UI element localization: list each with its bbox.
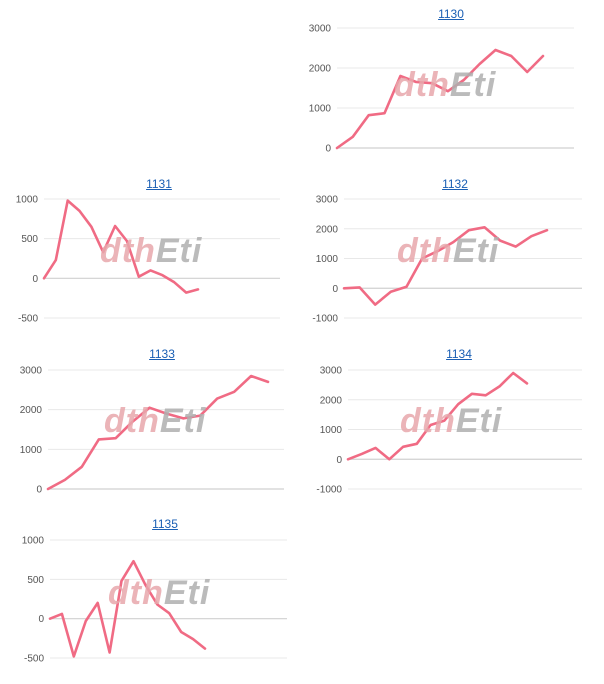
y-tick-label: 0 (38, 614, 44, 625)
series-line (342, 226, 549, 306)
chart-title-1134[interactable]: 1134 (446, 347, 472, 361)
y-tick-label: 3000 (20, 366, 43, 377)
y-tick-label: 0 (32, 274, 38, 285)
y-tick-label: 1000 (316, 254, 339, 265)
chart-panel-1134: 1134 -1000 0 1000 2000 3000 dthEti (302, 340, 604, 510)
series-line (42, 199, 200, 294)
series-line (46, 374, 270, 491)
chart-panel-1133: 1133 0 1000 2000 3000 dthEti (0, 340, 302, 510)
y-tick-label: 0 (325, 144, 331, 155)
y-tick-label: -1000 (316, 485, 342, 496)
chart-title-1135[interactable]: 1135 (152, 517, 178, 531)
y-tick-label: 3000 (320, 366, 343, 377)
y-tick-label: 0 (36, 485, 42, 496)
chart-title-1133[interactable]: 1133 (149, 347, 175, 361)
chart-svg-1131: -500 0 500 1000 (16, 195, 280, 325)
y-tick-label: -500 (24, 654, 44, 665)
chart-svg-1135: -500 0 500 1000 (22, 536, 287, 665)
y-tick-label: 1000 (22, 536, 45, 547)
chart-svg-1130: 0 1000 2000 3000 (309, 24, 574, 155)
y-tick-label: 2000 (309, 64, 332, 75)
y-tick-label: 2000 (320, 395, 343, 406)
y-tick-label: 500 (27, 575, 44, 586)
chart-svg-1133: 0 1000 2000 3000 (20, 366, 284, 496)
y-tick-label: 1000 (320, 425, 343, 436)
y-tick-label: 2000 (316, 224, 339, 235)
chart-panel-1130: 1130 0 1000 2000 3000 dthEti (302, 0, 604, 165)
y-tick-label: 0 (332, 284, 338, 295)
chart-panel-1135: 1135 -500 0 500 1000 dthEti (0, 510, 302, 684)
chart-svg-1134: -1000 0 1000 2000 3000 (316, 366, 582, 496)
series-line (48, 559, 207, 658)
y-tick-label: 2000 (20, 405, 43, 416)
chart-panel-1132: 1132 -1000 0 1000 2000 3000 dthEti (302, 170, 604, 340)
y-tick-label: 3000 (316, 195, 339, 206)
y-tick-label: -1000 (312, 314, 338, 325)
chart-svg-1132: -1000 0 1000 2000 3000 (312, 195, 582, 325)
y-tick-label: 1000 (16, 195, 39, 206)
chart-panel-1131: 1131 -500 0 500 1000 dthEti (0, 170, 302, 340)
chart-title-1131[interactable]: 1131 (146, 177, 172, 191)
y-tick-label: 1000 (20, 445, 43, 456)
y-tick-label: 3000 (309, 24, 332, 35)
y-tick-label: 0 (336, 455, 342, 466)
y-tick-label: -500 (18, 314, 38, 325)
series-line (346, 371, 529, 461)
y-tick-label: 1000 (309, 104, 332, 115)
chart-title-1132[interactable]: 1132 (442, 177, 468, 191)
series-line (335, 48, 545, 150)
y-tick-label: 500 (21, 234, 38, 245)
chart-title-1130[interactable]: 1130 (438, 7, 464, 21)
